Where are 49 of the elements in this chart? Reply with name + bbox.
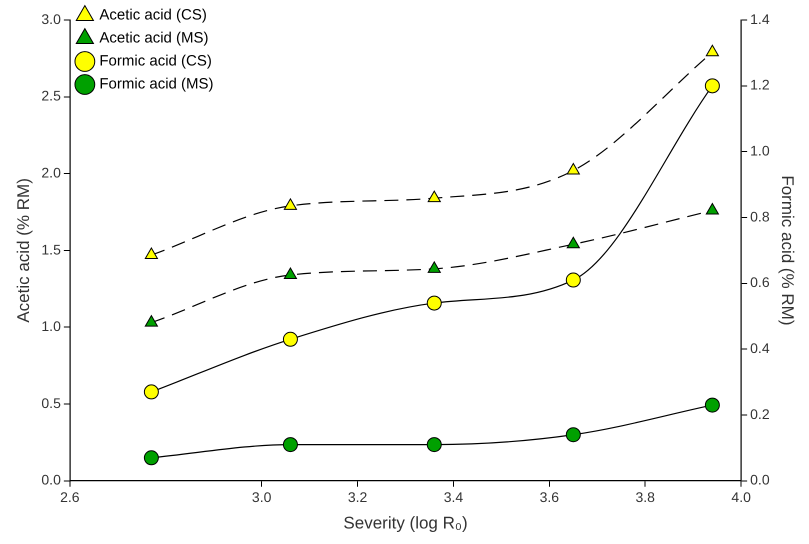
point	[428, 190, 441, 202]
y-tick-label: 3.0	[41, 10, 62, 27]
y2-tick-label: 1.2	[750, 76, 770, 93]
point	[428, 261, 441, 273]
point	[284, 267, 297, 279]
point	[566, 272, 581, 288]
point	[426, 296, 442, 311]
point	[144, 384, 159, 400]
y-tick-label: 0.5	[41, 394, 62, 411]
y-axis-title: Acetic acid (% RM)	[14, 178, 33, 323]
point	[566, 236, 580, 248]
point	[704, 78, 720, 94]
point	[706, 202, 719, 214]
x-tick-label: 3.4	[444, 489, 464, 506]
point	[704, 398, 720, 413]
y-tick-label: 2.5	[41, 88, 62, 104]
legend-label: Formic acid (MS)	[99, 76, 214, 93]
x-tick-label: 4.0	[731, 489, 752, 506]
y2-tick-label: 0.4	[750, 340, 770, 356]
point	[144, 450, 159, 466]
x-tick-label: 3.6	[540, 489, 560, 506]
point	[282, 437, 298, 452]
y-tick-label: 2.0	[41, 164, 62, 180]
point	[282, 332, 298, 347]
y-tick-label: 1.5	[41, 241, 62, 258]
x-tick-label: 2.6	[60, 489, 80, 506]
legend-label: Formic acid (CS)	[99, 52, 212, 70]
y2-tick-label: 0.6	[750, 274, 770, 290]
point	[566, 163, 580, 175]
x-tick-label: 3.2	[348, 489, 368, 506]
y2-tick-label: 1.4	[750, 10, 770, 27]
point	[706, 44, 719, 56]
y2-tick-label: 0.0	[750, 472, 770, 488]
y2-tick-label: 0.8	[750, 208, 770, 224]
point	[144, 315, 158, 327]
point	[284, 198, 297, 210]
y-tick-label: 0.0	[41, 472, 62, 488]
point	[566, 427, 581, 442]
legend-label: Acetic acid (CS)	[99, 6, 207, 24]
x-axis-title: Severity (log R₀)	[343, 513, 468, 532]
y-tick-label: 1.0	[41, 318, 62, 334]
x-tick-label: 3.8	[636, 489, 656, 506]
point	[426, 437, 442, 452]
point	[144, 248, 158, 260]
y2-axis-title: Formic acid (% RM)	[778, 175, 798, 326]
y2-tick-label: 1.0	[750, 142, 770, 159]
x-tick-label: 3.0	[252, 489, 272, 506]
legend-label: Acetic acid (MS)	[99, 30, 209, 47]
y2-tick-label: 0.2	[750, 406, 770, 422]
